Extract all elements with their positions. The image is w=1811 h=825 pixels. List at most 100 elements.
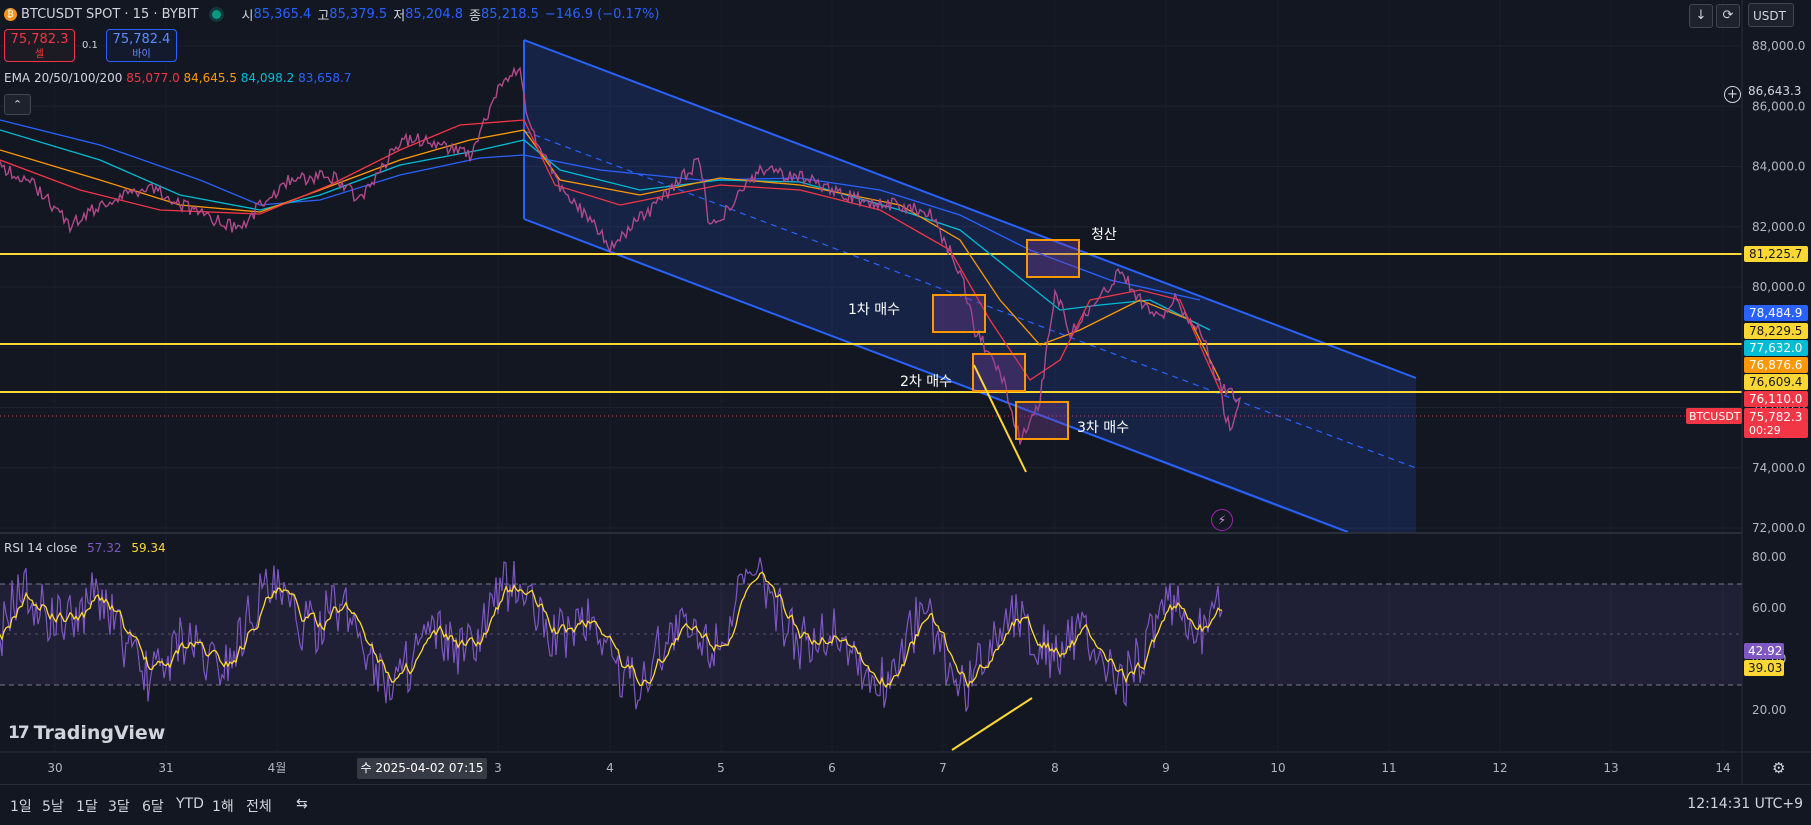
sell-label: 셀: [34, 49, 45, 60]
symbol-tag: BTCUSDT: [1686, 408, 1742, 424]
rsi-legend[interactable]: RSI 14 close 57.32 59.34: [4, 541, 166, 555]
time-tick: 7: [939, 761, 947, 775]
tradingview-logo-text: TradingView: [33, 722, 166, 744]
annotation-buy-2: 2차 매수: [900, 374, 952, 390]
time-tick: 4월: [268, 761, 287, 775]
ohlc-high-value: 85,379.5: [329, 6, 388, 22]
rsi-right-labels: 42.92 39.03: [1744, 643, 1784, 676]
timeframe-button-1[interactable]: 5날: [42, 799, 64, 815]
rsi-label: RSI 14 close: [4, 541, 78, 555]
timeframe-button-7[interactable]: 전체: [246, 799, 272, 815]
time-tick: 5: [717, 761, 725, 775]
timeframe-button-2[interactable]: 1달: [76, 799, 98, 815]
time-tick: 6: [828, 761, 836, 775]
price-axis[interactable]: 88,000.0 86,000.0 84,000.0 82,000.0 80,000.0…: [1752, 39, 1805, 535]
ohlc-close-key: 종: [469, 8, 482, 24]
price-label-5: 76,609.4: [1744, 374, 1808, 390]
buy-2-box: [972, 353, 1026, 392]
timeframe-button-4[interactable]: 6달: [142, 799, 164, 815]
ema-100-value: 84,098.2: [240, 71, 295, 85]
rsi-right-value: 42.92: [1748, 644, 1782, 658]
price-tick: 82,000.0: [1752, 220, 1805, 234]
price-line: [0, 66, 1242, 445]
grid: [0, 45, 1742, 529]
last-price-text: 75,782.3: [1749, 410, 1802, 424]
time-tick: 3: [494, 761, 502, 775]
currency-select[interactable]: USDT: [1748, 3, 1794, 27]
rsi-divergence-line: [951, 697, 1033, 751]
countdown-text: 00:29: [1749, 424, 1781, 437]
price-label-3: 77,632.0: [1744, 340, 1808, 356]
timeframe-button-6[interactable]: 1해: [212, 799, 234, 815]
ema-legend[interactable]: EMA 20/50/100/200 85,077.0 84,645.5 84,0…: [4, 71, 352, 85]
ema-200-line: [0, 119, 1201, 301]
timeframe-button-3[interactable]: 3달: [108, 799, 130, 815]
price-label-text: 78,484.9: [1749, 306, 1802, 320]
rsi-right-ma: 39.03: [1748, 661, 1782, 675]
time-tick: 9: [1162, 761, 1170, 775]
ohlc-high-key: 고: [317, 8, 330, 24]
price-change: −146.9 (−0.17%): [544, 6, 660, 22]
timeframe-button-5[interactable]: YTD: [176, 796, 204, 812]
gear-icon[interactable]: ⚙: [1772, 759, 1786, 777]
price-label-text: 81,225.7: [1749, 247, 1802, 261]
collapse-legend-button[interactable]: ⌃: [4, 94, 31, 115]
channel-upper-line: [523, 39, 1417, 379]
buy-1-box: [932, 294, 986, 333]
price-tick: 74,000.0: [1752, 461, 1805, 475]
time-tick: 8: [1051, 761, 1059, 775]
timeframe-button-0[interactable]: 1일: [10, 799, 32, 815]
clock-timezone[interactable]: 12:14:31 UTC+9: [1687, 796, 1803, 812]
time-tick: 30: [47, 761, 62, 775]
lightning-icon[interactable]: ⚡: [1211, 509, 1233, 531]
rsi-tick: 80.00: [1752, 550, 1786, 564]
price-label-text: 76,876.6: [1749, 358, 1802, 372]
time-tick: 4: [606, 761, 614, 775]
annotation-buy-1: 1차 매수: [848, 302, 900, 318]
buy-button[interactable]: 75,782.4 바이: [106, 29, 177, 62]
ohlc-open-value: 85,365.4: [253, 6, 312, 22]
refresh-icon[interactable]: ⟳: [1716, 4, 1740, 28]
down-arrow-icon[interactable]: ↓: [1689, 4, 1713, 28]
price-label-text: 78,229.5: [1749, 324, 1802, 338]
last-price-label: 75,782.300:29: [1744, 408, 1808, 438]
buy-3-box: [1015, 401, 1069, 440]
ohlc-low-value: 85,204.8: [405, 6, 464, 22]
time-axis[interactable]: 30 31 4월 3 4 5 6 7 8 9 10 11 12 13 14: [47, 761, 1730, 775]
price-label-text: 76,110.0: [1749, 392, 1802, 406]
symbol-title[interactable]: BTCUSDT SPOT · 15 · BYBIT: [21, 6, 199, 22]
take-profit-box: [1026, 239, 1080, 278]
compare-range-icon[interactable]: ⇆: [296, 796, 308, 812]
price-label-0: 81,225.7: [1744, 246, 1808, 262]
ema-100-line: [0, 129, 1211, 331]
spread-value: 0.1: [82, 40, 98, 51]
ohlc-close-value: 85,218.5: [481, 6, 539, 22]
price-label-1: 78,484.9: [1744, 305, 1808, 321]
price-tick: 72,000.0: [1752, 521, 1805, 535]
ema-20-value: 85,077.0: [126, 71, 180, 85]
buy-label: 바이: [132, 49, 151, 60]
time-tick: 31: [158, 761, 173, 775]
buy-price: 75,782.4: [112, 32, 171, 47]
market-open-status-icon[interactable]: [212, 9, 222, 19]
sell-price: 75,782.3: [10, 32, 69, 47]
price-label-4: 76,876.6: [1744, 357, 1808, 373]
tradingview-logo[interactable]: 17 TradingView: [8, 722, 165, 744]
sell-button[interactable]: 75,782.3 셀: [4, 29, 75, 62]
time-tick: 11: [1381, 761, 1396, 775]
symbol-tag-text: BTCUSDT: [1689, 410, 1741, 423]
ema-20-line: [0, 119, 1223, 396]
channel-lower-line: [523, 218, 1349, 533]
annotation-buy-3: 3차 매수: [1077, 420, 1129, 436]
rsi-ma-value: 59.34: [131, 541, 166, 555]
tradingview-logo-icon: 17: [8, 723, 30, 743]
rsi-ma-line: [0, 571, 1223, 689]
ema-50-value: 84,645.5: [183, 71, 237, 85]
price-tick: 80,000.0: [1752, 280, 1805, 294]
add-alert-plus-icon[interactable]: +: [1724, 86, 1741, 103]
time-tick: 14: [1715, 761, 1730, 775]
crosshair-date-label: 수 2025-04-02 07:15: [357, 758, 487, 779]
